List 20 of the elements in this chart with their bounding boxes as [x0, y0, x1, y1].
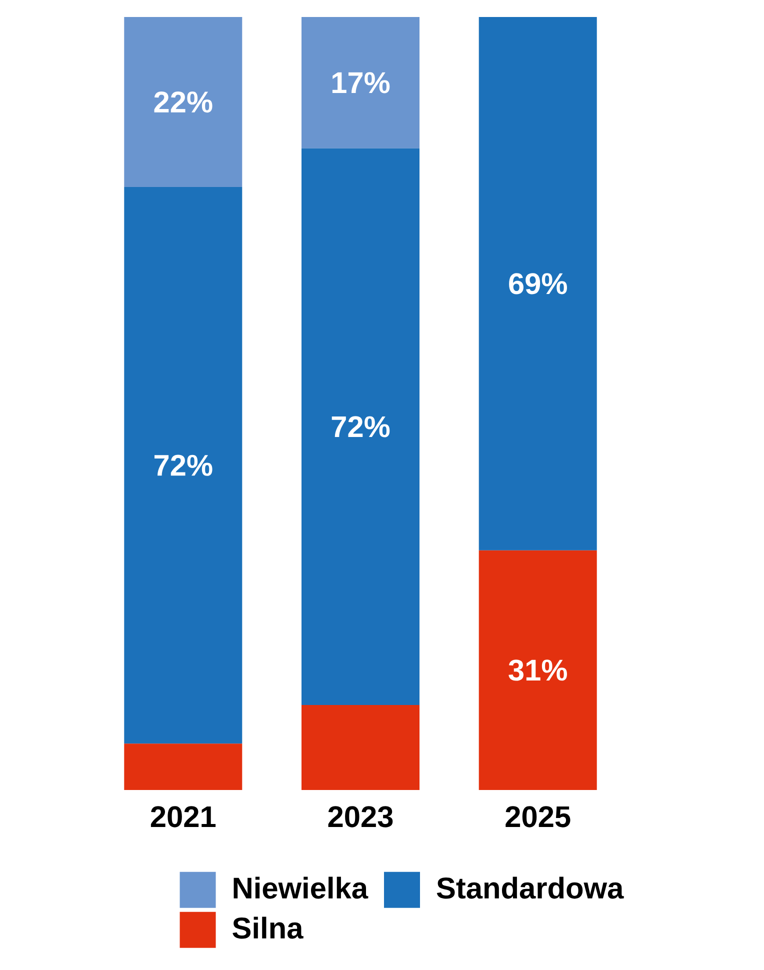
data-label: 72%: [332, 416, 390, 438]
legend-label: Standardowa: [436, 876, 624, 899]
x-tick-label: 2021: [150, 806, 216, 828]
data-label: 31%: [508, 660, 567, 681]
bar: [478, 550, 597, 790]
bar: [302, 704, 420, 790]
legend-label: Silna: [232, 916, 304, 939]
data-label: 72%: [154, 454, 212, 476]
legend-label: Niewielka: [234, 876, 368, 899]
data-label: 69%: [509, 273, 567, 294]
data-label: 17%: [332, 72, 390, 94]
data-label: 22%: [154, 91, 212, 113]
bar: [124, 16, 242, 188]
bar: [478, 16, 597, 550]
x-tick-label: 2025: [506, 806, 570, 828]
bar: [124, 187, 242, 744]
bar: [302, 16, 420, 148]
bar: [124, 744, 242, 790]
x-tick-label: 2023: [328, 806, 393, 828]
bar: [302, 148, 420, 705]
